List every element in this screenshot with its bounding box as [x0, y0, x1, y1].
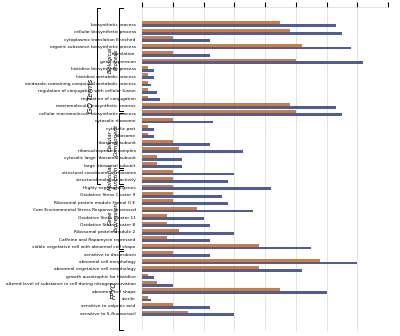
Bar	[142, 296, 148, 299]
Bar	[142, 173, 234, 175]
Bar	[142, 224, 210, 227]
Bar	[142, 237, 166, 239]
Bar	[142, 54, 210, 57]
Bar	[142, 84, 151, 86]
Bar	[142, 244, 259, 247]
Bar	[142, 44, 302, 46]
Bar	[142, 140, 173, 143]
Bar	[142, 222, 166, 224]
Bar	[142, 199, 173, 202]
Bar	[142, 162, 157, 165]
Bar	[142, 266, 259, 269]
Text: Cellular
Component: Cellular Component	[108, 124, 119, 157]
Bar	[142, 96, 148, 98]
Text: GO Terms: GO Terms	[88, 79, 94, 113]
Bar	[142, 46, 351, 49]
Bar	[142, 155, 157, 158]
Bar	[142, 61, 363, 64]
Bar	[142, 284, 173, 287]
Bar	[142, 303, 173, 306]
Bar	[142, 133, 148, 135]
Bar	[142, 177, 173, 180]
Bar	[142, 187, 271, 190]
Bar	[142, 36, 173, 39]
Bar	[142, 113, 342, 116]
Bar	[142, 106, 336, 109]
Bar	[142, 259, 320, 261]
Bar	[142, 111, 296, 113]
Bar	[142, 121, 213, 123]
Bar	[142, 232, 234, 235]
Bar	[142, 135, 154, 138]
Bar	[142, 81, 148, 84]
Bar	[142, 239, 210, 242]
Bar	[142, 217, 204, 220]
Bar	[142, 165, 182, 168]
Bar	[142, 128, 154, 131]
Bar	[142, 207, 197, 210]
Bar	[142, 39, 210, 42]
Bar	[142, 251, 173, 254]
Bar	[142, 299, 151, 301]
Bar	[142, 51, 173, 54]
Bar	[142, 313, 234, 316]
Bar	[142, 192, 173, 195]
Bar	[142, 76, 154, 79]
Bar	[142, 306, 210, 309]
Bar	[142, 148, 179, 150]
Bar	[142, 180, 228, 183]
Bar	[142, 288, 280, 291]
Bar	[142, 229, 179, 232]
Bar	[142, 170, 173, 173]
Bar	[142, 247, 311, 250]
Bar	[142, 276, 154, 279]
Bar	[142, 91, 157, 94]
Bar	[142, 281, 157, 284]
Text: FPYO: FPYO	[110, 282, 117, 299]
Bar	[142, 269, 302, 272]
Text: Biological
Process: Biological Process	[108, 46, 119, 73]
Bar	[142, 73, 148, 76]
Text: Gene
Expression: Gene Expression	[108, 203, 119, 233]
Bar	[142, 310, 188, 313]
Bar	[142, 184, 173, 187]
Text: Molecular
Function: Molecular Function	[108, 164, 119, 190]
Bar	[142, 98, 160, 101]
Bar	[142, 202, 228, 205]
Bar	[142, 254, 210, 257]
Bar	[142, 118, 173, 121]
Bar	[142, 274, 148, 276]
Bar	[142, 125, 148, 128]
Bar	[142, 261, 357, 264]
Bar	[142, 69, 154, 72]
Bar	[142, 29, 290, 32]
Bar	[142, 22, 280, 24]
Bar	[142, 103, 290, 106]
Bar	[142, 143, 210, 146]
Bar	[142, 291, 326, 294]
Bar	[142, 32, 342, 35]
Bar	[142, 214, 166, 217]
Bar	[142, 24, 336, 27]
Bar	[142, 88, 148, 91]
Bar	[142, 150, 244, 153]
Bar	[142, 195, 222, 198]
Bar	[142, 210, 253, 212]
Bar	[142, 66, 148, 69]
Bar	[142, 58, 296, 61]
Bar	[142, 158, 182, 161]
